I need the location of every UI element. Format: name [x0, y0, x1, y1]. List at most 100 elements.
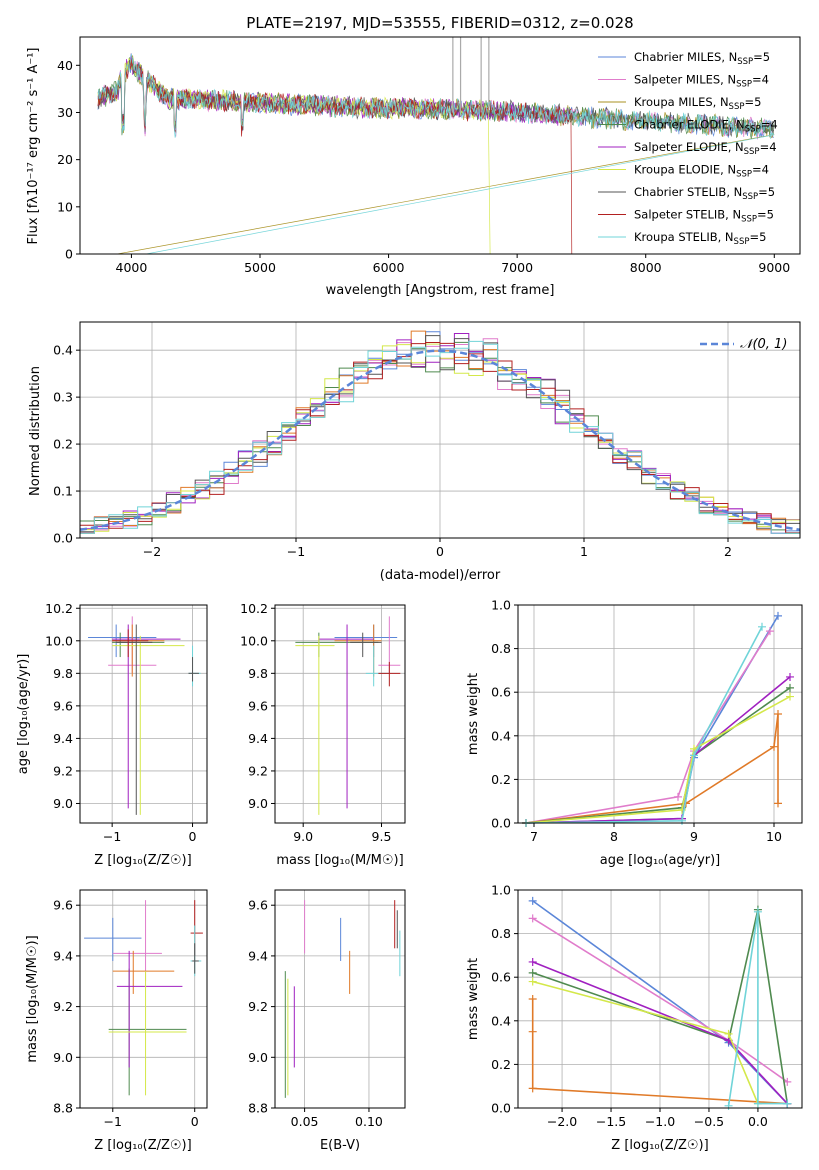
weight-vs-age-marker	[786, 692, 794, 701]
age-vs-mass-xlabel: mass [log₁₀(M/M☉)]	[276, 853, 403, 868]
weight-vs-z-ticks: −2.0 −1.5 −1.0 −0.5 0.0 0.0 0.2 0.4 0.6 0.8 1.0	[491, 883, 768, 1130]
spectrum-lines	[97, 37, 775, 254]
legend-model: Chabrier STELIB, N	[634, 185, 742, 199]
mass-vs-ebv-panel: 0.05 0.10 8.8 9.0 9.2 9.4 9.6 E(B-V)	[248, 889, 406, 1153]
legend-count: =4	[752, 163, 769, 177]
age-vs-mass-ticks: 9.0 9.5 9.0 9.2 9.4 9.6 9.8 10.0 10.2	[240, 601, 391, 844]
weight-vs-age-marker	[774, 611, 782, 620]
age-vs-mass-ytick-label: 9.0	[248, 796, 268, 811]
legend-label: Kroupa ELODIE, NSSP=4	[634, 163, 769, 180]
weight-vs-age-marker	[690, 751, 698, 760]
mass-vs-ebv-ytick-label: 9.6	[248, 898, 268, 913]
mass-vs-z-panel: −1 0 8.8 9.0 9.2 9.4 9.6 Z [log₁₀(Z/Z☉)] mass …	[25, 889, 208, 1153]
residual-ytick-label: 0.0	[53, 531, 73, 546]
residual-ytick-label: 0.4	[53, 343, 73, 358]
mass-vs-z-xtick-label: 0	[191, 1114, 199, 1129]
weight-vs-age-series-line	[525, 713, 779, 824]
age-vs-z-plot-area	[80, 605, 207, 823]
weight-vs-age-marker	[786, 672, 794, 681]
age-vs-mass-ytick-label: 10.2	[240, 601, 268, 616]
legend-model: Kroupa MILES, N	[634, 95, 729, 109]
weight-vs-z-marker	[528, 995, 537, 1003]
weight-vs-age-series-line	[525, 630, 771, 824]
spectrum-ytick-label: 10	[57, 199, 73, 214]
weight-vs-age-xlabel: age [log₁₀(age/yr)]	[600, 853, 721, 868]
residual-ytick-label: 0.3	[53, 390, 73, 405]
age-vs-mass-ytick-label: 9.2	[248, 763, 268, 778]
spectrum-xtick-label: 5000	[244, 260, 276, 275]
weight-vs-age-marker	[770, 742, 778, 751]
spectrum-series-salpeter-stelib	[97, 59, 573, 254]
weight-vs-z-series-line	[531, 999, 788, 1105]
spectrum-xtick-label: 8000	[630, 260, 662, 275]
weight-vs-age-ytick-label: 0.0	[491, 816, 511, 831]
weight-vs-z-xlabel: Z [log₁₀(Z/Z☉)]	[611, 1138, 708, 1153]
weight-vs-age-ylabel: mass weight	[466, 673, 481, 755]
weight-vs-age-xtick-label: 7	[530, 829, 538, 844]
weight-vs-z-ylabel: mass weight	[466, 958, 481, 1040]
residual-panel: −2 −1 0 1 2 0.0 0.1 0.2 0.3 0.4 𝒩(0, 1) (data-mod…	[28, 321, 801, 583]
residual-histogram	[80, 340, 800, 534]
mass-vs-z-ytick-label: 9.0	[53, 1050, 73, 1065]
residual-ticks: −2 −1 0 1 2 0.0 0.1 0.2 0.3 0.4	[53, 343, 732, 559]
weight-vs-z-ytick-label: 0.6	[491, 970, 511, 985]
mass-vs-z-xlabel: Z [log₁₀(Z/Z☉)]	[94, 1138, 191, 1153]
weight-vs-age-series-line	[525, 695, 791, 824]
spectrum-ytick-label: 30	[57, 105, 73, 120]
age-vs-z-xtick-label: 0	[189, 829, 197, 844]
weight-vs-age-ticks: 7 8 9 10 0.0 0.2 0.4 0.6 0.8 1.0	[491, 598, 782, 845]
weight-vs-z-series-line	[532, 980, 759, 1104]
legend-label: Kroupa STELIB, NSSP=5	[634, 230, 766, 247]
weight-vs-z-marker	[724, 1029, 733, 1038]
spectrum-ticks: 4000 5000 6000 7000 8000 9000 0 10 20 30 40	[57, 58, 790, 275]
age-vs-mass-ytick-label: 10.0	[240, 633, 268, 648]
weight-vs-age-series-line	[525, 687, 791, 824]
age-vs-z-ytick-label: 9.4	[53, 731, 73, 746]
residual-plot-area	[80, 322, 800, 539]
residual-ylabel: Normed distribution	[28, 366, 43, 496]
mass-vs-ebv-xtick-label: 0.10	[355, 1114, 383, 1129]
legend-count: =5	[757, 208, 774, 222]
weight-vs-age-marker	[766, 627, 774, 636]
age-vs-mass-panel: 9.0 9.5 9.0 9.2 9.4 9.6 9.8 10.0 10.2 mass [log₁…	[240, 601, 406, 868]
spectrum-xtick-label: 9000	[758, 260, 790, 275]
spectrum-plot-area	[97, 37, 775, 254]
legend-label: Chabrier ELODIE, NSSP=4	[634, 118, 778, 135]
mass-vs-ebv-xlabel: E(B-V)	[320, 1138, 360, 1153]
residual-xtick-label: −2	[143, 544, 161, 559]
residual-xtick-label: 1	[580, 544, 588, 559]
age-vs-z-frame	[79, 604, 208, 824]
weight-vs-z-marker	[753, 1099, 762, 1108]
age-vs-mass-ytick-label: 9.6	[248, 698, 268, 713]
weight-vs-z-ytick-label: 0.8	[491, 926, 511, 941]
weight-vs-z-marker	[528, 1027, 537, 1036]
spectrum-xtick-label: 4000	[116, 260, 148, 275]
weight-vs-age-series-line	[525, 615, 779, 824]
weight-vs-z-marker	[528, 1084, 537, 1093]
age-vs-z-ytick-label: 9.0	[53, 796, 73, 811]
normal-curve	[80, 349, 800, 532]
mass-vs-ebv-ytick-label: 9.4	[248, 948, 268, 963]
legend-subscript: SSP	[742, 192, 758, 202]
spectrum-ylabel: Flux [fλ10⁻¹⁷ erg cm⁻² s⁻¹ A⁻¹]	[26, 48, 41, 245]
spectrum-xlabel: wavelength [Angstrom, rest frame]	[326, 283, 555, 298]
legend-count: =5	[744, 95, 761, 109]
legend-label: Salpeter ELODIE, NSSP=4	[634, 140, 777, 157]
mass-vs-z-xtick-label: −1	[104, 1114, 122, 1129]
legend-count: =4	[760, 140, 777, 154]
age-vs-z-ytick-label: 9.6	[53, 698, 73, 713]
legend-subscript: SSP	[736, 80, 752, 90]
mass-vs-ebv-frame	[274, 889, 406, 1109]
weight-vs-z-xtick-label: 0.0	[748, 1114, 768, 1129]
weight-vs-age-series-line	[525, 676, 791, 824]
legend-subscript: SSP	[734, 237, 750, 247]
legend-subscript: SSP	[737, 57, 753, 67]
legend-model: Kroupa STELIB, N	[634, 230, 734, 244]
age-vs-z-ylabel: age [log₁₀(age/yr)]	[16, 654, 31, 775]
normal-legend-label: 𝒩(0, 1)	[740, 337, 787, 352]
weight-vs-z-ytick-label: 0.4	[491, 1013, 511, 1028]
residual-xlabel: (data-model)/error	[380, 568, 501, 583]
weight-vs-z-marker	[753, 907, 762, 916]
mass-vs-ebv-ytick-label: 9.0	[248, 1050, 268, 1065]
